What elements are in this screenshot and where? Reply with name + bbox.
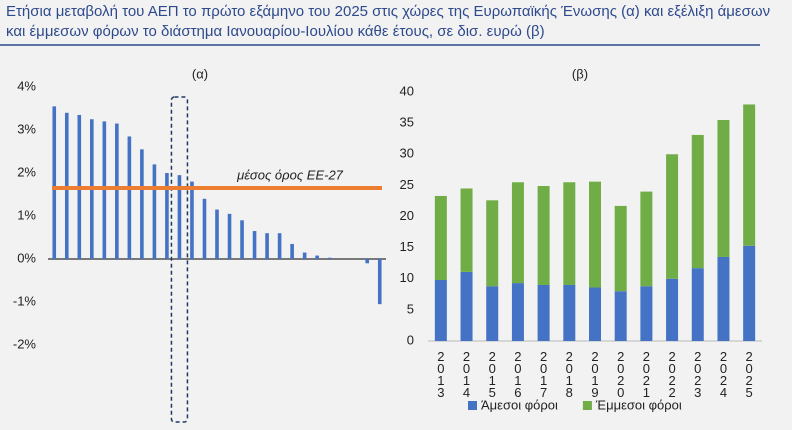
- x-tick-label: 2016: [510, 349, 525, 397]
- x-tick-label: 2018: [562, 349, 577, 397]
- y-tick-label: 0: [407, 332, 414, 347]
- y-tick-label: 1%: [17, 207, 36, 222]
- bar: [115, 123, 119, 259]
- bar-segment: [743, 104, 756, 246]
- y-tick-label: 10: [400, 270, 414, 285]
- y-tick-label: 0%: [17, 250, 36, 265]
- x-tick-label: 2020: [613, 349, 628, 397]
- bar-segment: [743, 245, 756, 341]
- legend-label: Άμεσοι φόροι: [481, 397, 558, 412]
- bar-segment: [589, 181, 601, 288]
- bar: [64, 112, 69, 259]
- bar-segment: [691, 134, 704, 269]
- bar-segment: [614, 291, 627, 341]
- bar-segment: [537, 185, 550, 285]
- bar-segment: [460, 188, 473, 272]
- x-tick-label: 2021: [639, 349, 654, 397]
- bar-segment: [563, 182, 576, 285]
- x-tick-label: 2013: [433, 349, 448, 397]
- bar-segment: [460, 271, 473, 341]
- bar: [227, 213, 232, 259]
- y-tick-label: 25: [400, 177, 414, 192]
- legend-label: Έμμεσοι φόροι: [595, 397, 682, 412]
- bar-segment: [640, 191, 653, 287]
- legend-swatch: [582, 401, 592, 410]
- bar-segment: [486, 286, 499, 341]
- x-tick-label: 2023: [690, 349, 705, 397]
- page-title: Ετήσια μεταβολή του ΑΕΠ το πρώτο εξάμηνο…: [6, 3, 771, 40]
- bar-segment: [614, 205, 627, 292]
- bar-segment: [640, 286, 653, 341]
- bar: [240, 220, 244, 259]
- bar: [327, 257, 332, 259]
- annotation: μέσος όρος ΕΕ-27: [236, 167, 344, 182]
- bar: [140, 149, 144, 259]
- bar: [102, 121, 107, 260]
- bar: [152, 164, 157, 259]
- y-tick-label: 2%: [17, 164, 36, 179]
- x-tick-label: 2015: [485, 349, 500, 397]
- title-box: Ετήσια μεταβολή του ΑΕΠ το πρώτο εξάμηνο…: [6, 3, 771, 40]
- bar: [202, 198, 207, 259]
- y-tick-label: 35: [400, 115, 414, 130]
- chart-title: (β): [572, 66, 588, 81]
- x-tick-label: 2025: [742, 349, 757, 397]
- y-tick-label: 15: [400, 239, 414, 254]
- bar-segment: [717, 256, 730, 341]
- x-tick-label: 2019: [588, 349, 603, 397]
- y-tick-label: 3%: [17, 121, 36, 136]
- bar: [177, 175, 182, 259]
- bar-segment: [717, 120, 730, 257]
- bar: [165, 173, 169, 259]
- bar-segment: [434, 195, 447, 280]
- bar: [365, 259, 370, 264]
- bar-segment: [563, 284, 576, 341]
- bar: [190, 181, 194, 259]
- bar-segment: [511, 182, 524, 284]
- x-tick-label: 2022: [665, 349, 680, 397]
- y-tick-label: -1%: [13, 293, 37, 308]
- bar-segment: [666, 154, 679, 279]
- bar: [277, 233, 282, 259]
- bar-segment: [511, 283, 524, 341]
- highlight-box: [170, 96, 189, 423]
- bar-segment: [691, 268, 704, 341]
- bar: [127, 136, 132, 259]
- bar: [252, 231, 257, 259]
- legend-swatch: [468, 401, 477, 410]
- bar: [290, 243, 294, 259]
- bar: [265, 233, 269, 259]
- y-tick-label: -2%: [13, 336, 37, 351]
- bar: [52, 106, 57, 259]
- bar-segment: [486, 200, 499, 287]
- bar-segment: [666, 278, 679, 341]
- y-tick-label: 30: [400, 146, 414, 161]
- bar-segment: [589, 287, 601, 341]
- y-tick-label: 4%: [17, 78, 36, 93]
- chart-title: (α): [192, 66, 208, 81]
- x-tick-label: 2024: [716, 349, 731, 397]
- bar: [377, 259, 382, 305]
- bar: [302, 252, 307, 259]
- y-tick-label: 20: [400, 208, 414, 223]
- bar-segment: [537, 284, 550, 341]
- bar-segment: [434, 279, 447, 341]
- bar: [215, 209, 219, 259]
- y-tick-label: 40: [400, 83, 414, 98]
- bar: [315, 255, 319, 259]
- x-tick-label: 2014: [459, 349, 474, 397]
- x-tick-label: 2017: [536, 349, 551, 397]
- y-tick-label: 5: [407, 301, 414, 316]
